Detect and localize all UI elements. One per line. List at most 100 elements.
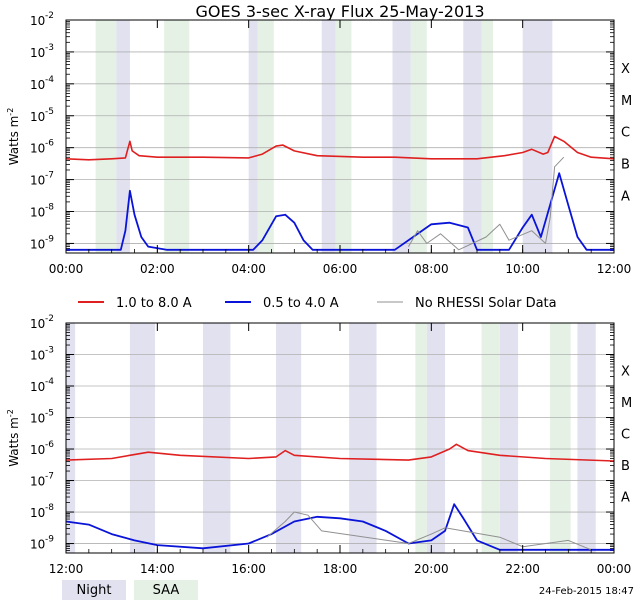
series-line-short xyxy=(66,172,614,251)
y-tick-exponent: -2 xyxy=(45,314,54,324)
saa-band xyxy=(335,20,352,253)
night-band xyxy=(577,323,596,553)
class-label: M xyxy=(621,396,632,411)
x-tick-label: 00:00 xyxy=(597,562,632,576)
night-band xyxy=(349,323,377,553)
y-tick-label: 10 xyxy=(30,110,45,124)
x-tick-label: 06:00 xyxy=(323,262,358,276)
y-tick-label: 10 xyxy=(30,443,45,457)
class-label: A xyxy=(621,190,630,205)
class-label: M xyxy=(621,94,632,109)
class-label: C xyxy=(621,126,630,141)
y-tick-label: 10 xyxy=(30,142,45,156)
night-band xyxy=(129,323,156,553)
footer-legend: Night SAA xyxy=(62,580,198,600)
night-band xyxy=(522,20,553,253)
y-tick-exponent: -5 xyxy=(45,409,54,419)
y-axis-label: Watts m-2 xyxy=(6,409,21,467)
generated-timestamp: 24-Feb-2015 18:47 xyxy=(539,586,634,597)
y-tick-label: 10 xyxy=(30,46,45,60)
y-tick-label: 10 xyxy=(30,412,45,426)
class-label: A xyxy=(621,490,630,505)
x-tick-label: 12:00 xyxy=(597,262,632,276)
saa-swatch xyxy=(134,580,198,600)
y-tick-label: 10 xyxy=(30,349,45,363)
night-band xyxy=(499,323,519,553)
top-panel: 10-210-310-410-510-610-710-810 -9XMCBA00:… xyxy=(6,11,632,276)
night-band xyxy=(66,323,76,553)
x-tick-label: 20:00 xyxy=(414,562,449,576)
y-tick-label: 10 xyxy=(30,237,45,251)
y-tick-exponent: -9 xyxy=(45,535,54,545)
legend-short-label: 0.5 to 4.0 A xyxy=(263,296,339,311)
y-tick-label: 10 xyxy=(30,206,45,220)
x-tick-label: 00:00 xyxy=(49,262,84,276)
x-tick-label: 14:00 xyxy=(140,562,175,576)
saa-label: SAA xyxy=(153,583,180,598)
y-tick-exponent: -7 xyxy=(45,171,54,181)
x-tick-label: 02:00 xyxy=(140,262,175,276)
y-tick-exponent: -7 xyxy=(45,472,54,482)
series-line-long xyxy=(65,443,615,462)
y-tick-exponent: -6 xyxy=(45,139,54,149)
y-tick-exponent: -3 xyxy=(45,346,54,356)
y-tick-label: 10 xyxy=(30,475,45,489)
y-tick-label: 10 xyxy=(30,538,45,552)
night-band xyxy=(276,323,302,553)
class-label: X xyxy=(621,62,630,77)
night-band xyxy=(426,323,446,553)
saa-band xyxy=(95,20,117,253)
night-band xyxy=(116,20,130,253)
y-tick-label: 10 xyxy=(30,14,45,28)
y-tick-exponent: -2 xyxy=(45,11,54,21)
class-label: X xyxy=(621,364,630,379)
y-tick-label: 10 xyxy=(30,506,45,520)
series-line-long xyxy=(65,135,615,161)
legend: 1.0 to 8.0 A 0.5 to 4.0 A No RHESSI Sola… xyxy=(78,296,557,311)
x-tick-label: 16:00 xyxy=(231,562,266,576)
legend-long-label: 1.0 to 8.0 A xyxy=(116,296,192,311)
night-band xyxy=(248,20,258,253)
saa-band xyxy=(481,20,493,253)
x-tick-label: 10:00 xyxy=(505,262,540,276)
saa-band xyxy=(164,20,190,253)
class-label: C xyxy=(621,427,630,442)
saa-band xyxy=(410,20,427,253)
series-line-gray xyxy=(408,156,565,251)
y-tick-exponent: -8 xyxy=(45,203,54,213)
legend-gray-label: No RHESSI Solar Data xyxy=(415,296,557,311)
y-tick-exponent: -6 xyxy=(45,440,54,450)
night-band xyxy=(392,20,411,253)
y-tick-exponent: -5 xyxy=(45,107,54,117)
y-tick-exponent: -9 xyxy=(45,234,54,244)
night-swatch xyxy=(62,580,126,600)
x-tick-label: 18:00 xyxy=(323,562,358,576)
x-tick-label: 04:00 xyxy=(231,262,266,276)
y-axis-label: Watts m-2 xyxy=(6,108,21,166)
x-tick-label: 22:00 xyxy=(505,562,540,576)
y-tick-exponent: -8 xyxy=(45,503,54,513)
chart-title: GOES 3-sec X-ray Flux 25-May-2013 xyxy=(196,2,485,21)
y-tick-exponent: -3 xyxy=(45,43,54,53)
x-tick-label: 08:00 xyxy=(414,262,449,276)
y-tick-label: 10 xyxy=(30,317,45,331)
saa-band xyxy=(550,323,571,553)
x-tick-label: 12:00 xyxy=(49,562,84,576)
y-tick-exponent: -4 xyxy=(45,75,54,85)
class-label: B xyxy=(621,459,630,474)
night-band xyxy=(463,20,482,253)
series-line-short xyxy=(65,503,614,551)
night-band xyxy=(203,323,231,553)
y-tick-exponent: -4 xyxy=(45,377,54,387)
saa-band xyxy=(415,323,427,553)
night-band xyxy=(321,20,336,253)
saa-band xyxy=(257,20,274,253)
y-tick-label: 10 xyxy=(30,78,45,92)
bottom-panel: 10-210-310-410-510-610-710-810 -9XMCBA12:… xyxy=(6,314,632,576)
night-label: Night xyxy=(77,583,112,598)
series-line-gray xyxy=(266,511,592,551)
y-tick-label: 10 xyxy=(30,174,45,188)
y-tick-label: 10 xyxy=(30,380,45,394)
saa-band xyxy=(481,323,500,553)
